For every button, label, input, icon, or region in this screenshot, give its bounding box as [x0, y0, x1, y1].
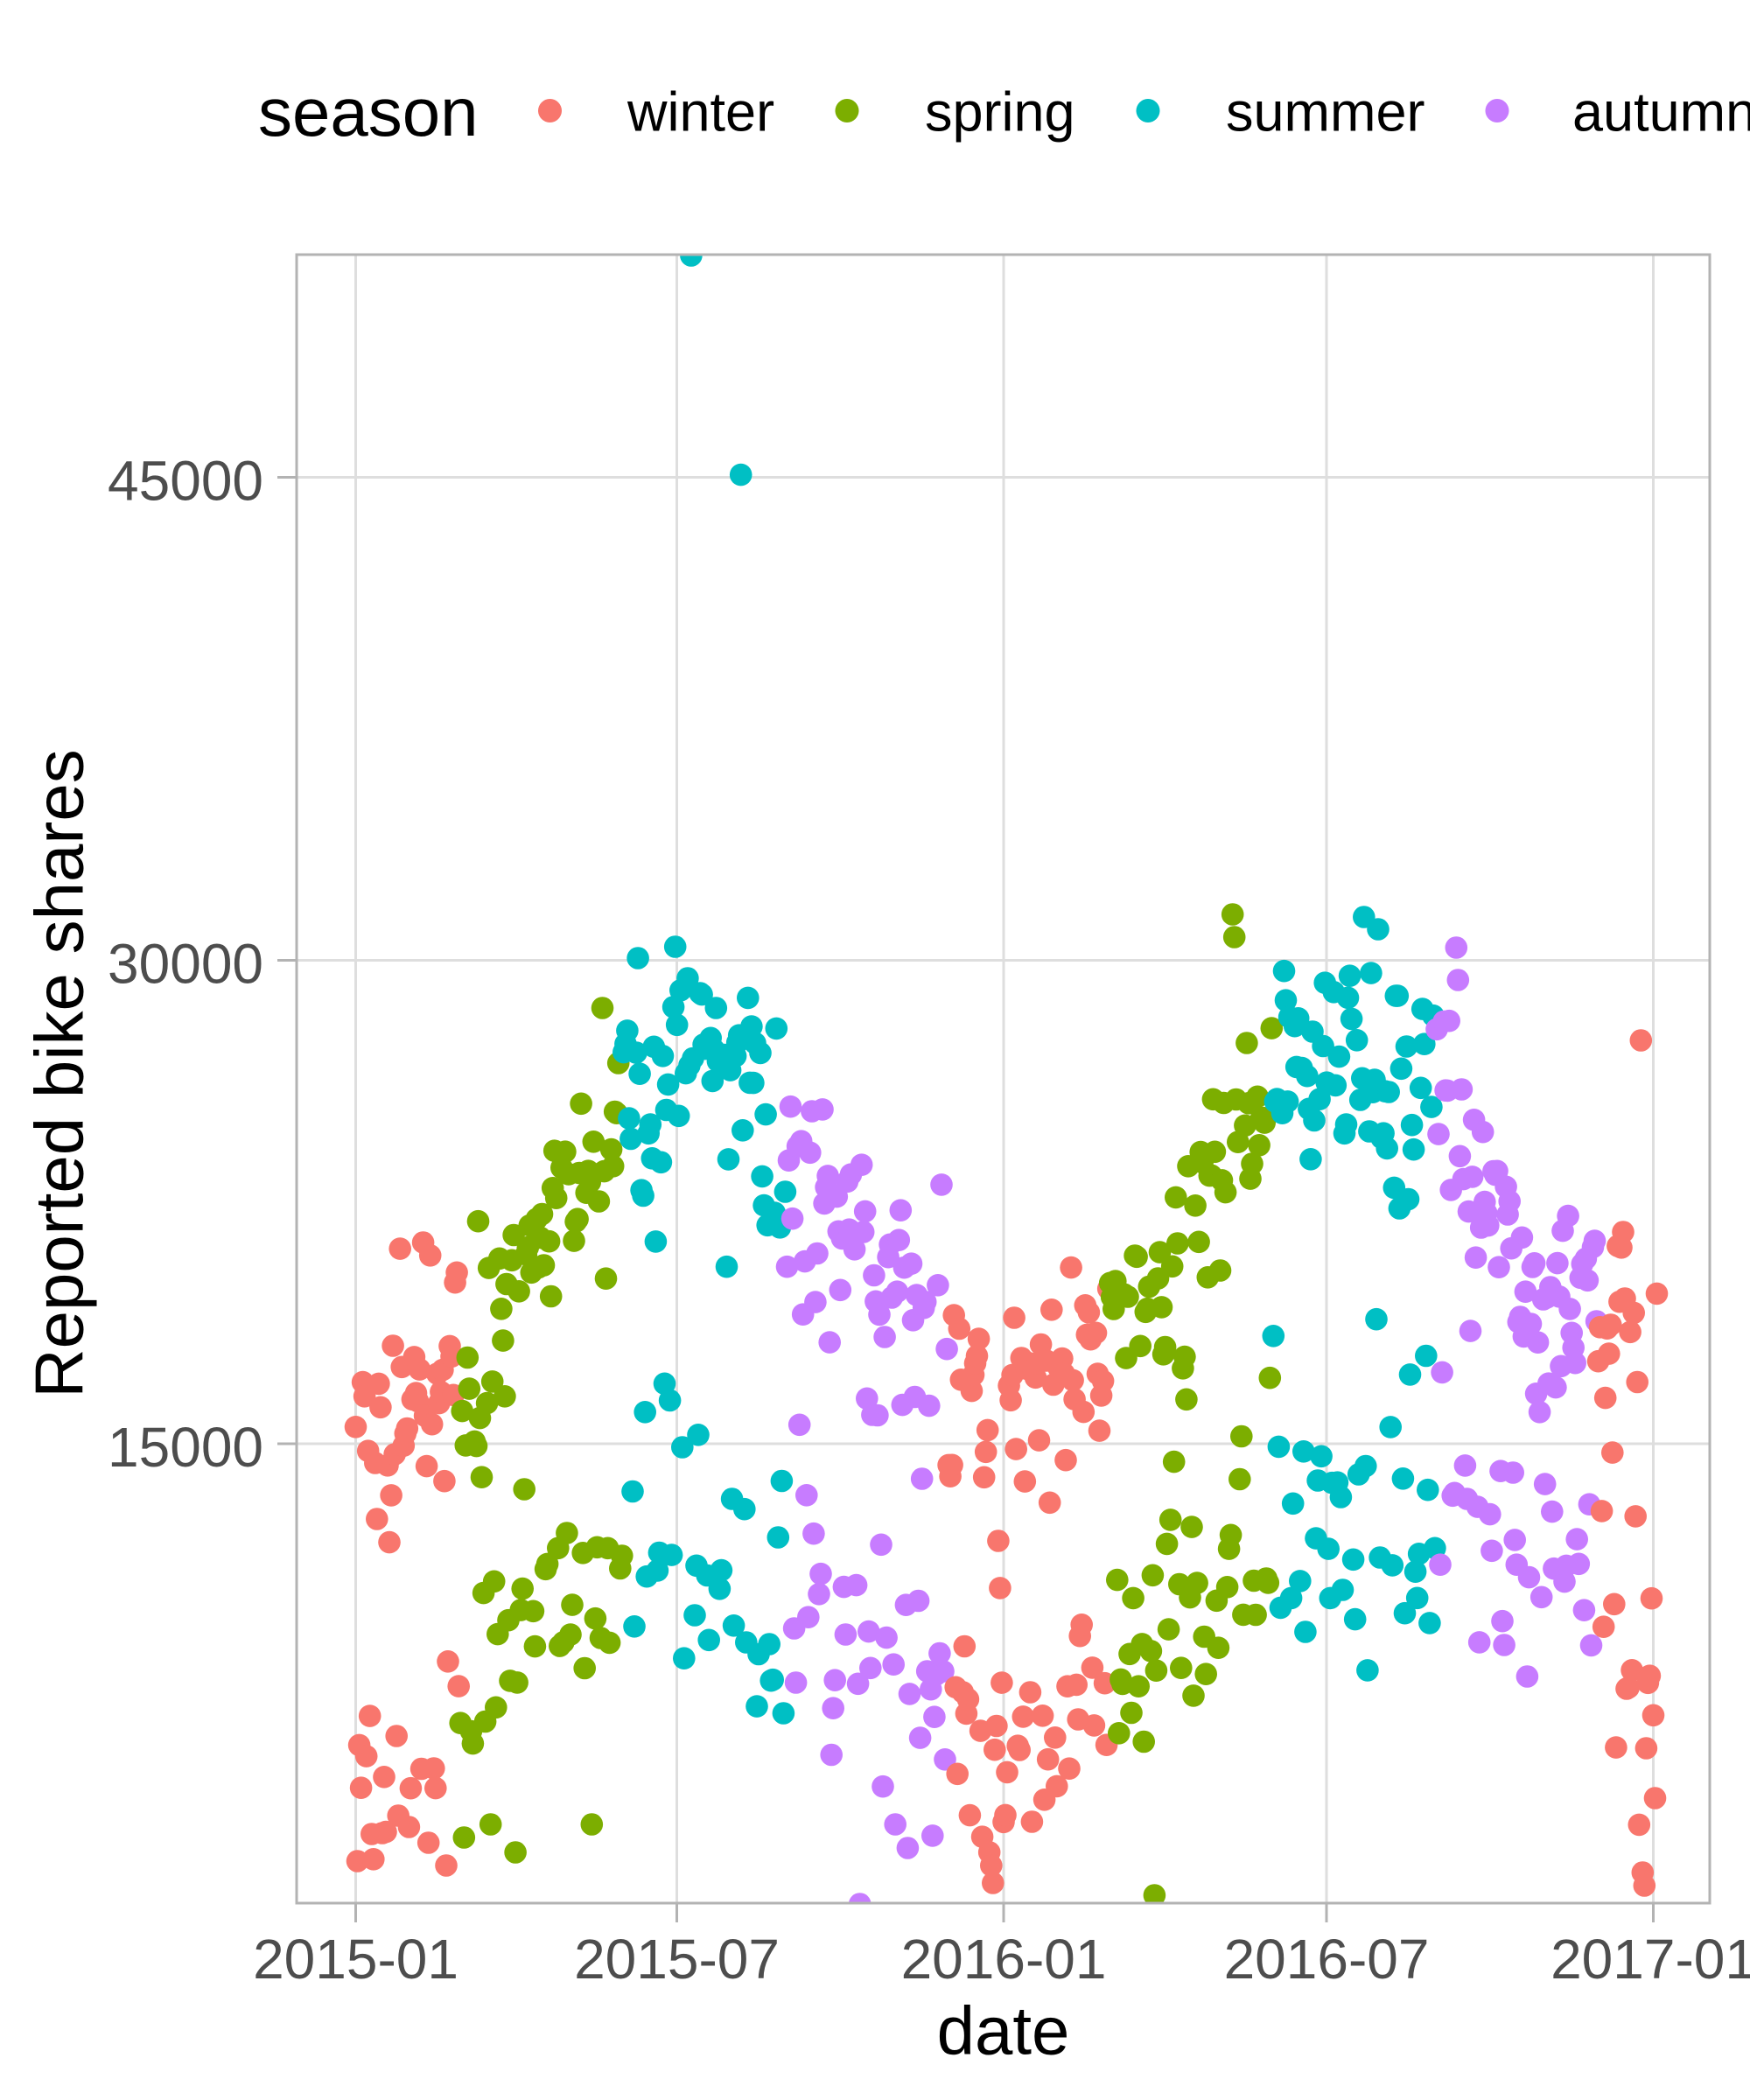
- svg-text:summer: summer: [1226, 82, 1425, 144]
- svg-text:2017-01: 2017-01: [1550, 1928, 1750, 1991]
- svg-text:spring: spring: [925, 82, 1075, 144]
- svg-text:30000: 30000: [108, 933, 263, 996]
- svg-text:2016-07: 2016-07: [1224, 1928, 1430, 1991]
- svg-text:45000: 45000: [108, 450, 263, 513]
- svg-text:autumn: autumn: [1572, 82, 1750, 144]
- svg-text:15000: 15000: [108, 1416, 263, 1479]
- svg-text:2015-07: 2015-07: [574, 1928, 780, 1991]
- svg-text:2015-01: 2015-01: [253, 1928, 458, 1991]
- svg-text:2016-01: 2016-01: [901, 1928, 1107, 1991]
- svg-text:winter: winter: [626, 82, 774, 144]
- svg-text:date: date: [937, 1992, 1070, 2069]
- svg-text:season: season: [258, 74, 479, 150]
- svg-text:Reported bike shares: Reported bike shares: [21, 749, 98, 1397]
